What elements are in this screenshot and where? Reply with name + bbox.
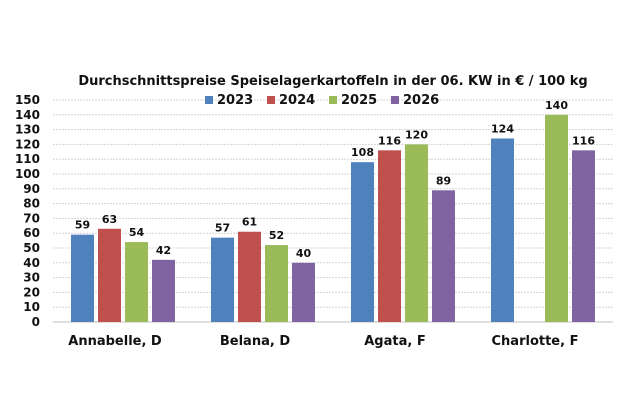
y-tick-label: 80 [23,197,40,211]
bar-2023 [351,162,374,322]
bar-2025 [405,144,428,322]
y-tick-label: 0 [32,315,40,329]
data-label: 57 [215,222,230,235]
data-label: 54 [129,226,145,239]
legend-swatch-2025 [329,96,337,104]
bar-2026 [152,259,175,322]
legend-label: 2025 [341,93,377,108]
data-label: 40 [296,247,312,260]
x-axis-categories: Annabelle, D Belana, D Agata, F Charlotte, … [68,334,578,349]
legend-label: 2023 [217,93,253,108]
y-tick-label: 70 [23,211,40,225]
y-tick-label: 30 [23,271,40,285]
data-label: 59 [75,219,90,232]
data-label: 120 [405,128,428,141]
data-label: 63 [102,213,117,226]
data-label: 116 [378,134,401,147]
data-label: 89 [436,174,451,187]
y-tick-label: 60 [23,226,40,240]
data-label: 108 [351,146,374,159]
bar-2026 [432,190,455,322]
data-label: 116 [572,134,595,147]
y-tick-label: 110 [15,152,40,166]
data-label: 140 [545,99,568,112]
bar-2026 [572,150,595,322]
bar-2025 [545,114,568,322]
legend-label: 2026 [403,93,439,108]
y-tick-label: 50 [23,241,40,255]
y-tick-label: 40 [23,256,40,270]
legend-swatch-2024 [267,96,275,104]
data-label: 124 [491,122,514,135]
legend-swatch-2023 [205,96,213,104]
data-label: 61 [242,216,257,229]
y-tick-label: 20 [23,285,40,299]
y-tick-label: 90 [23,182,40,196]
y-tick-label: 10 [23,300,40,314]
bar-2023 [491,138,514,322]
bar-2025 [125,242,148,322]
bar-2026 [292,262,315,322]
chart-title: Durchschnittspreise Speiselagerkartoffel… [78,74,587,89]
category-label: Annabelle, D [68,334,162,349]
bars [71,114,595,322]
bar-2024 [98,228,121,322]
y-tick-label: 130 [15,123,40,137]
y-tick-label: 100 [15,167,40,181]
bar-2025 [265,245,288,322]
bar-2024 [238,231,261,322]
legend: 2023 2024 2025 2026 [205,93,439,108]
bar-2023 [211,237,234,322]
category-label: Belana, D [220,334,290,349]
data-label: 42 [156,244,171,257]
data-label: 52 [269,229,284,242]
bar-2023 [71,234,94,322]
y-tick-label: 120 [15,137,40,151]
y-tick-label: 140 [15,108,40,122]
bar-2024 [378,150,401,322]
data-labels: 59 63 54 42 57 61 52 40 108 116 120 89 124 140 116 [75,99,595,260]
y-tick-label: 150 [15,93,40,107]
category-label: Agata, F [364,334,425,349]
legend-label: 2024 [279,93,315,108]
legend-swatch-2026 [391,96,399,104]
category-label: Charlotte, F [492,334,579,349]
